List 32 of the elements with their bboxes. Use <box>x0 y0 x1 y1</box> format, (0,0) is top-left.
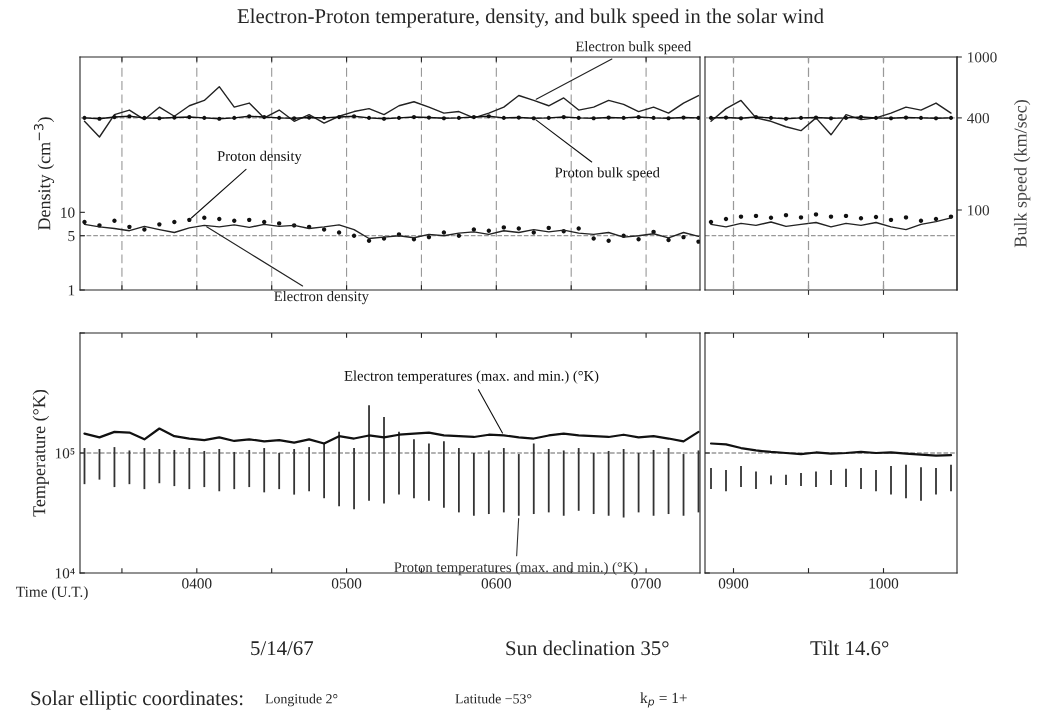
x-tick-label: 1000 <box>869 578 899 589</box>
text: Latitude −53° <box>455 693 532 704</box>
text: Electron bulk speed <box>575 41 692 55</box>
text: Solar elliptic coordinates: <box>31 690 243 710</box>
text: Proton bulk speed <box>555 167 660 181</box>
chart-title: Electron-Proton temperature, density, and bulk speed in the solar wind <box>237 8 824 28</box>
text: Sun declination 35° <box>506 640 669 656</box>
x-axis-title: Time (U.T.) <box>16 586 88 601</box>
y-tick-label: 5 <box>68 231 75 242</box>
text: Electron density <box>274 290 369 305</box>
x-tick-label: 0400 <box>182 578 212 589</box>
y-tick-label: 10⁵ <box>55 448 75 459</box>
x-tick-label: 0500 <box>331 578 362 589</box>
text: Proton temperatures (max. and min.) (°K) <box>394 561 638 576</box>
x-tick-label: 0600 <box>481 578 512 589</box>
y-axis-title: Temperature (°K) <box>32 389 49 517</box>
text: 5/14/67 <box>251 641 314 656</box>
y-axis-title: Density (cm$^{−3}$) <box>33 117 55 231</box>
text: Longitude 2° <box>265 693 338 707</box>
text: Proton density <box>217 150 302 164</box>
text: k$_{p}$ = 1+ <box>640 692 687 708</box>
x-tick-label: 0700 <box>631 578 661 589</box>
y-tick-label: 400 <box>967 113 990 124</box>
text: Tilt 14.6° <box>810 640 889 656</box>
text: Electron temperatures (max. and min.) (°K) <box>344 370 599 384</box>
y-tick-label: 1 <box>68 285 75 296</box>
y-tick-label: 10⁴ <box>55 568 75 579</box>
y-tick-label: 10 <box>61 207 75 218</box>
y-tick-label: 100 <box>968 205 990 216</box>
y-tick-label: 1000 <box>968 52 997 63</box>
x-tick-label: 0900 <box>718 578 749 589</box>
y-axis-title: Bulk speed (km/sec) <box>1013 100 1031 248</box>
